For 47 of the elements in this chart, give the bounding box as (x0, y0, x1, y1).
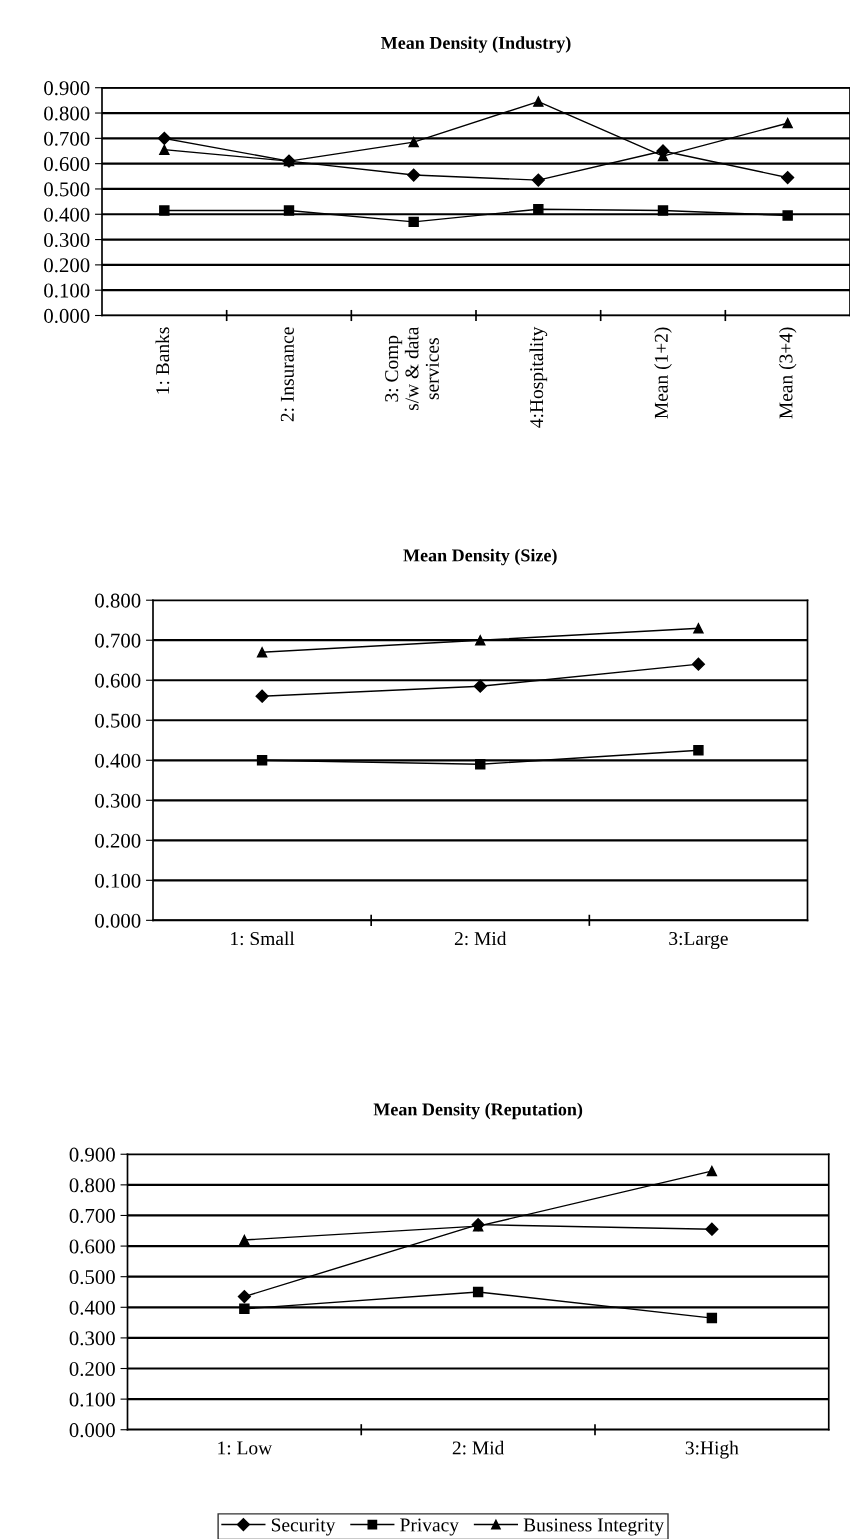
y-tick-label: 0.600 (95, 673, 141, 688)
y-tick-label: 0.500 (95, 713, 141, 728)
y-tick-label: 0.300 (95, 793, 141, 808)
y-tick-label: 0.700 (95, 633, 141, 648)
y-tick-label: 0.100 (44, 283, 90, 298)
y-tick-label: 0.400 (69, 1300, 115, 1315)
chart-title: Mean Density (Industry) (381, 36, 571, 53)
x-tick-label: 2: Mid (452, 1440, 505, 1455)
y-tick-label: 0.500 (69, 1270, 115, 1285)
x-tick-label: 1: Banks (155, 327, 170, 394)
legend-label: Security (271, 1518, 336, 1536)
x-tick-label: 2: Mid (454, 931, 507, 946)
y-tick-label: 0.300 (69, 1331, 115, 1346)
y-tick-label: 0.500 (44, 182, 90, 197)
legend-label: Business Integrity (523, 1518, 665, 1536)
y-tick-label: 0.000 (44, 308, 90, 324)
y-tick-label: 0.200 (95, 833, 141, 848)
x-tick-label: 3:Large (669, 932, 728, 950)
y-tick-label: 0.100 (95, 873, 141, 888)
x-tick-label: 1: Small (231, 931, 295, 946)
y-tick-label: 0.400 (44, 207, 90, 222)
y-tick-label: 0.900 (69, 1147, 115, 1162)
y-tick-label: 0.300 (44, 232, 90, 248)
x-tick-label: 1: Low (218, 1441, 273, 1455)
y-tick-label: 0.900 (44, 81, 90, 96)
legend-label: Privacy (400, 1518, 459, 1536)
y-tick-label: 0.600 (44, 157, 90, 172)
x-tick-label: 4:Hospitality (529, 326, 548, 428)
x-tick-label: Mean (3+4) (778, 327, 797, 419)
y-tick-label: 0.200 (69, 1361, 115, 1377)
x-tick-label: 3: Comp s/w & data services (385, 326, 439, 411)
y-tick-label: 0.800 (95, 593, 141, 608)
x-tick-label: 2: Insurance (280, 327, 294, 422)
y-tick-label: 0.000 (95, 913, 141, 928)
chart-title: Mean Density (Reputation) (373, 1102, 583, 1120)
y-tick-label: 0.800 (44, 106, 90, 121)
y-tick-label: 0.700 (44, 131, 90, 146)
y-tick-label: 0.000 (69, 1423, 115, 1438)
x-tick-label: 3:High (685, 1440, 739, 1459)
chart-title: Mean Density (Size) (403, 548, 557, 566)
x-tick-label: Mean (1+2) (654, 327, 672, 419)
y-tick-label: 0.600 (69, 1239, 115, 1254)
y-tick-label: 0.700 (69, 1208, 115, 1223)
y-tick-label: 0.400 (95, 753, 141, 768)
y-tick-label: 0.100 (69, 1392, 115, 1407)
y-tick-label: 0.200 (44, 258, 90, 273)
y-tick-label: 0.800 (69, 1178, 115, 1193)
